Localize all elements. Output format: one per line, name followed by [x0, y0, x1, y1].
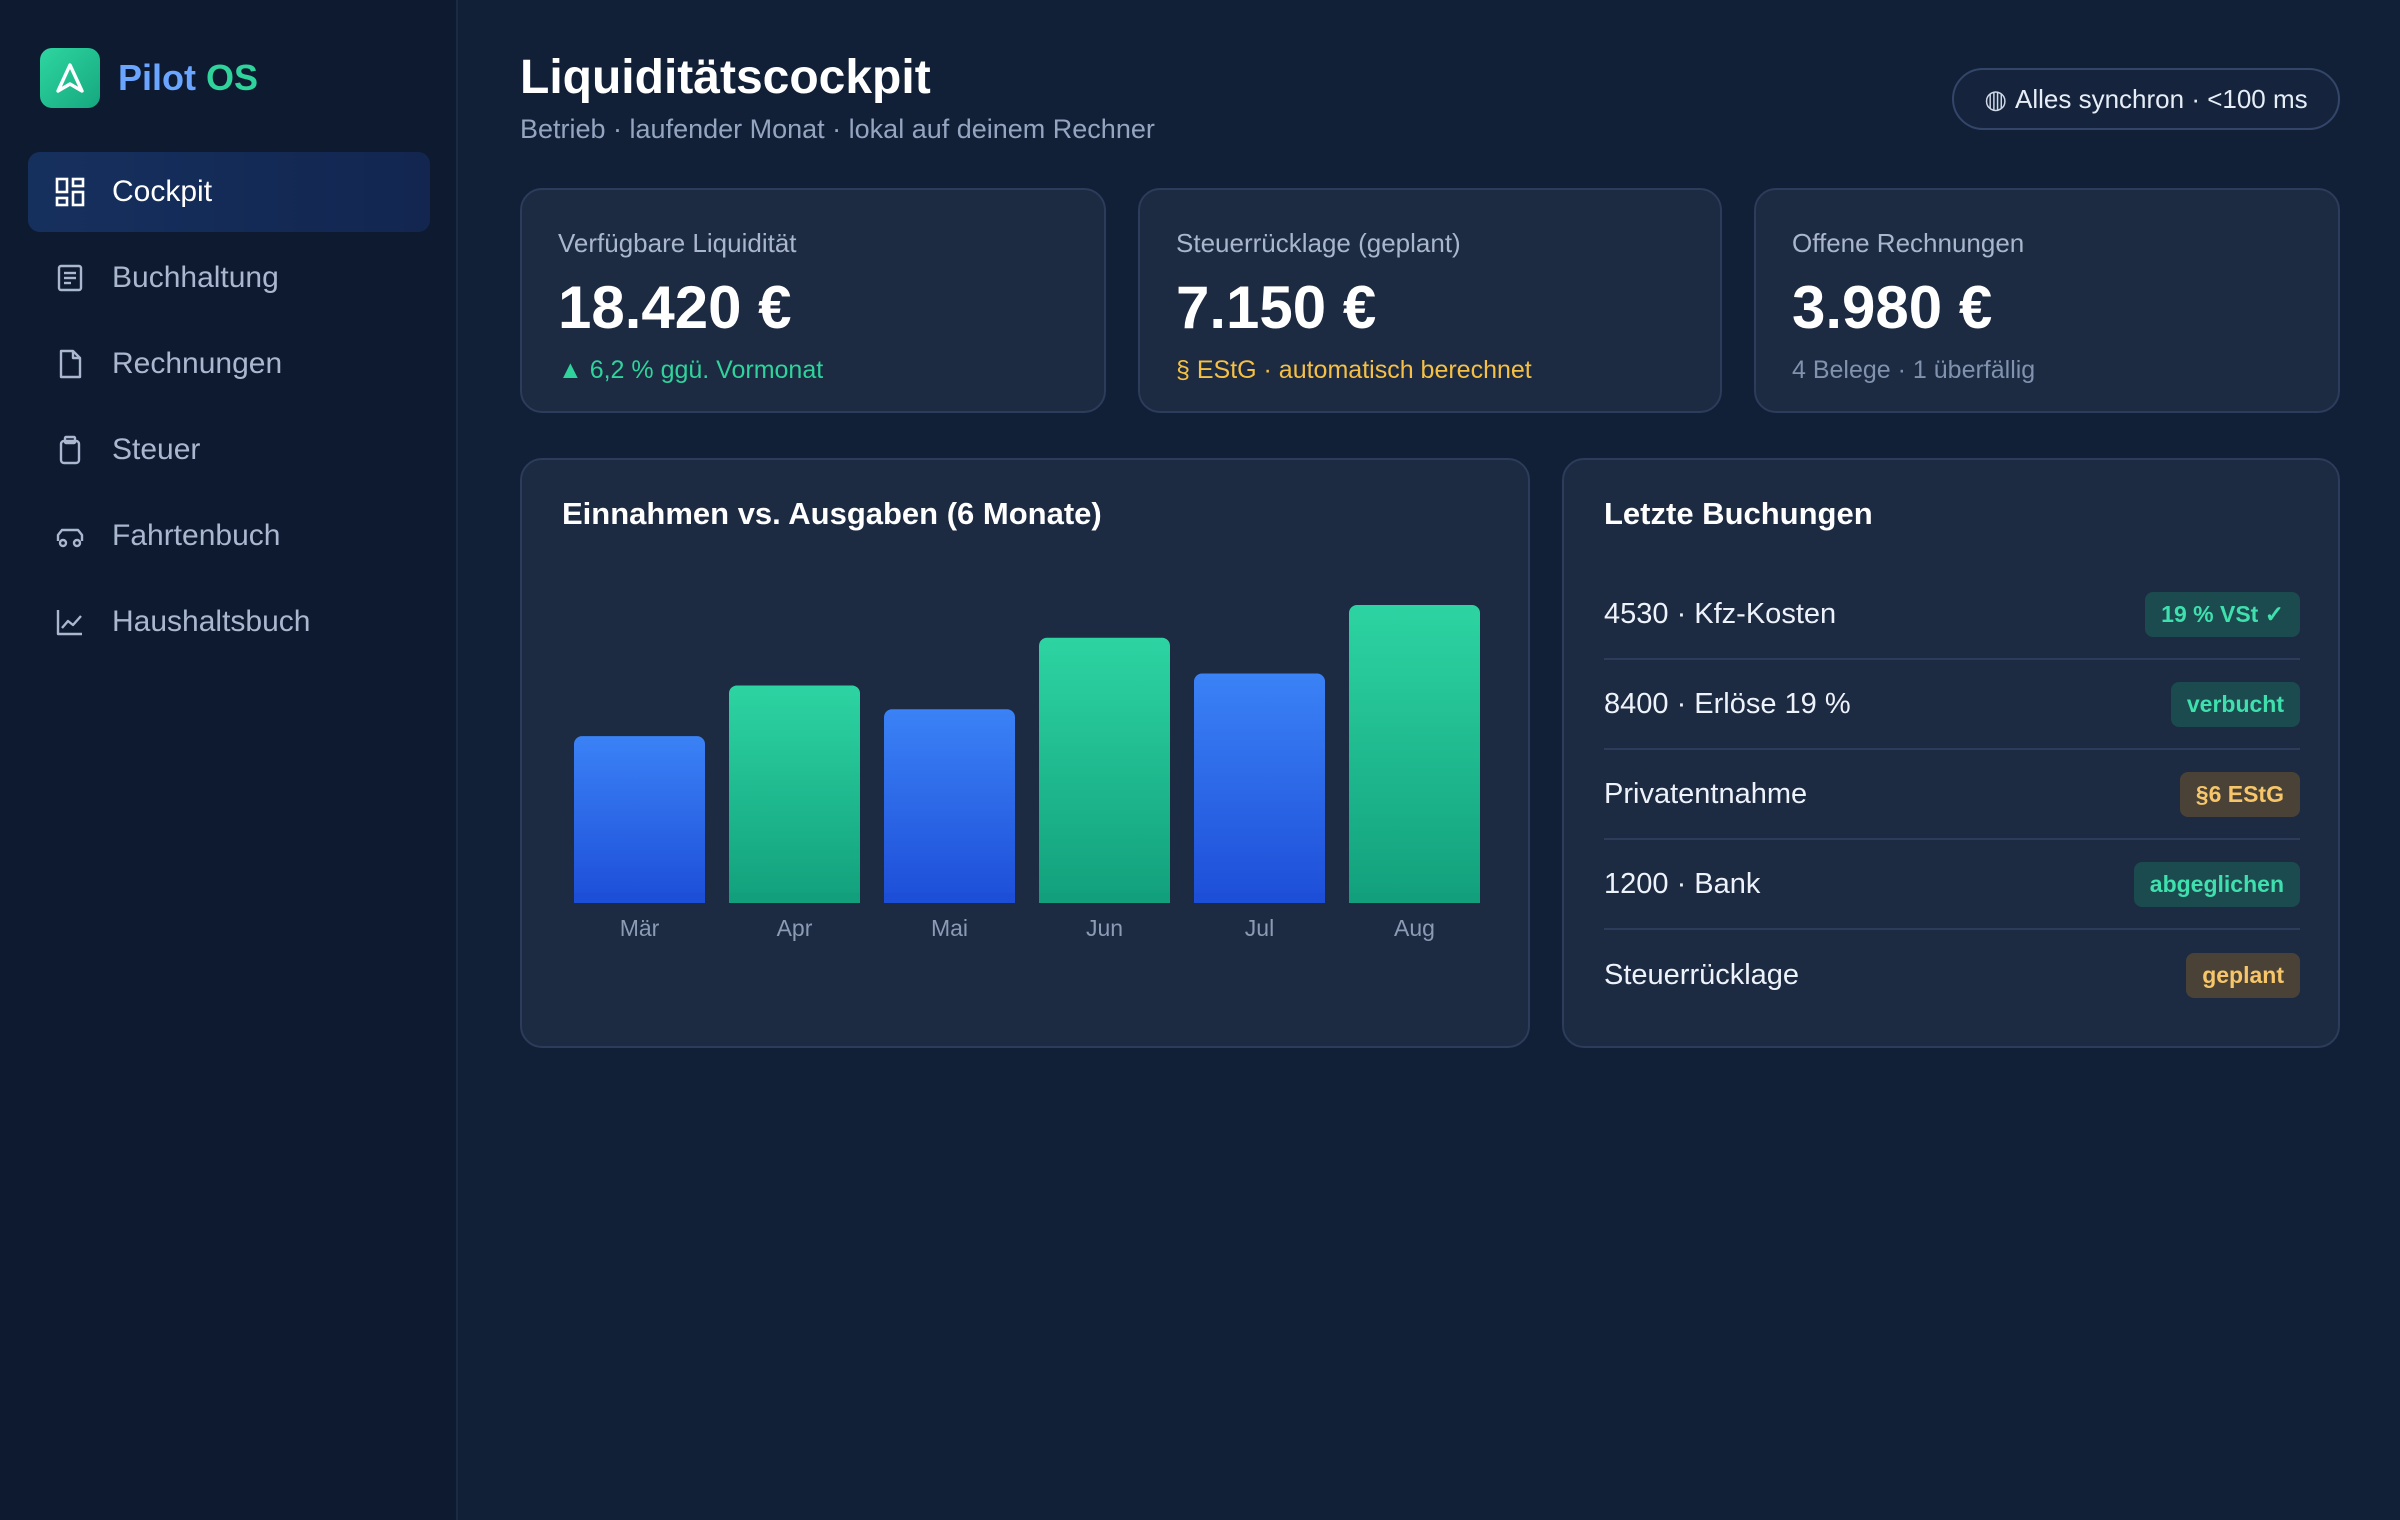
- booking-label: Privatentnahme: [1604, 777, 1808, 810]
- kpi-trend: ▲ 6,2 % ggü. Vormonat: [558, 356, 824, 384]
- booking-row[interactable]: 8400 · Erlöse 19 % verbucht: [1604, 660, 2300, 750]
- sidebar-item-label: Fahrtenbuch: [112, 519, 281, 552]
- chart-panel: Mär Apr Mai Jun Jul Aug Einnahmen vs. Ausgabe…: [520, 458, 1530, 1048]
- brand-name-part2: OS: [206, 57, 259, 98]
- document-icon: [54, 348, 86, 380]
- chart-bar-1: [729, 685, 860, 903]
- chart-x-tick-label: Mai: [931, 915, 968, 941]
- kpi-card-offene-rechnungen[interactable]: Offene Rechnungen 3.980 € 4 Belege · 1 ü…: [1754, 188, 2340, 413]
- sidebar-item-label: Haushaltsbuch: [112, 605, 311, 638]
- sidebar-item-haushaltsbuch[interactable]: Haushaltsbuch: [28, 582, 430, 662]
- booking-label: 1200 · Bank: [1604, 867, 1761, 900]
- brand-name: Pilot OS: [118, 57, 258, 99]
- sidebar-item-label: Cockpit: [112, 175, 213, 208]
- sidebar-item-cockpit[interactable]: Cockpit: [28, 152, 430, 232]
- grid-icon: [54, 176, 86, 208]
- brand-name-part1: Pilot: [118, 57, 196, 98]
- booking-row[interactable]: 1200 · Bank abgeglichen: [1604, 840, 2300, 930]
- sidebar-item-steuer[interactable]: Steuer: [28, 410, 430, 490]
- status-badge: 19 % VSt ✓: [2145, 591, 2300, 637]
- sidebar-item-rechnungen[interactable]: Rechnungen: [28, 324, 430, 404]
- sidebar-item-buchhaltung[interactable]: Buchhaltung: [28, 238, 430, 318]
- chart-bar-base-3: [1039, 893, 1170, 903]
- sidebar-item-label: Rechnungen: [112, 347, 283, 380]
- sync-status-badge[interactable]: ◍ Alles synchron · <100 ms: [1952, 68, 2340, 130]
- sync-icon: ◍: [1984, 83, 2008, 114]
- car-icon: [54, 520, 86, 552]
- chart-x-tick-label: Mär: [620, 915, 660, 941]
- chart-bar-base-0: [574, 893, 705, 903]
- status-badge: verbucht: [2170, 681, 2300, 727]
- booking-label: 8400 · Erlöse 19 %: [1604, 687, 1851, 720]
- chart-x-tick-label: Aug: [1394, 915, 1435, 941]
- chart-bar-3: [1039, 637, 1170, 903]
- clipboard-icon: [54, 434, 86, 466]
- status-badge: geplant: [2186, 952, 2300, 998]
- sidebar: Pilot OS Cockpit Buchhaltung Rechnungen: [0, 0, 458, 1520]
- chart-bar-0: [574, 736, 705, 903]
- sidebar-item-fahrtenbuch[interactable]: Fahrtenbuch: [28, 496, 430, 576]
- sync-status-text: Alles synchron · <100 ms: [2015, 83, 2308, 114]
- booking-row[interactable]: Steuerrücklage geplant: [1604, 930, 2300, 1020]
- bookings-title: Letzte Buchungen: [1604, 496, 1873, 531]
- kpi-label: Steuerrücklage (geplant): [1176, 228, 1461, 258]
- sidebar-item-label: Steuer: [112, 433, 201, 466]
- chart-bar-base-4: [1194, 893, 1325, 903]
- kpi-note: § EStG · automatisch berechnet: [1176, 356, 1532, 384]
- sidebar-nav: Cockpit Buchhaltung Rechnungen Steuer Fa…: [28, 152, 430, 668]
- brand[interactable]: Pilot OS: [40, 48, 258, 108]
- chart-x-tick-label: Apr: [777, 915, 813, 941]
- pilot-logo-icon: [40, 48, 100, 108]
- kpi-card-liquiditaet[interactable]: Verfügbare Liquidität 18.420 € ▲ 6,2 % g…: [520, 188, 1106, 413]
- income-expense-chart: Mär Apr Mai Jun Jul Aug: [574, 605, 1480, 941]
- chart-x-tick-label: Jun: [1086, 915, 1123, 941]
- status-badge: abgeglichen: [2133, 861, 2300, 907]
- kpi-label: Verfügbare Liquidität: [558, 228, 797, 258]
- page-subtitle: Betrieb · laufender Monat · lokal auf de…: [520, 114, 1155, 144]
- booking-label: Steuerrücklage: [1604, 958, 1800, 991]
- chart-bar-base-2: [884, 893, 1015, 903]
- chart-bar-base-1: [729, 893, 860, 903]
- page-title: Liquiditätscockpit: [520, 51, 931, 104]
- chart-title: Einnahmen vs. Ausgaben (6 Monate): [562, 496, 1102, 531]
- booking-row[interactable]: 4530 · Kfz-Kosten 19 % VSt ✓: [1604, 570, 2300, 660]
- chart-bar-4: [1194, 673, 1325, 903]
- booking-row[interactable]: Privatentnahme §6 EStG: [1604, 750, 2300, 840]
- chart-bar-base-5: [1349, 893, 1480, 903]
- sidebar-item-label: Buchhaltung: [112, 261, 279, 294]
- kpi-value: 18.420 €: [558, 274, 792, 341]
- chart-bar-5: [1349, 605, 1480, 903]
- chart-x-tick-label: Jul: [1245, 915, 1274, 941]
- line-chart-icon: [54, 606, 86, 638]
- bookings-panel: Letzte Buchungen 4530 · Kfz-Kosten 19 % …: [1562, 458, 2340, 1048]
- kpi-label: Offene Rechnungen: [1792, 228, 2025, 258]
- kpi-value: 7.150 €: [1176, 274, 1377, 341]
- ledger-icon: [54, 262, 86, 294]
- booking-label: 4530 · Kfz-Kosten: [1604, 597, 1837, 630]
- status-badge: §6 EStG: [2179, 771, 2300, 817]
- bookings-list: 4530 · Kfz-Kosten 19 % VSt ✓ 8400 · Erlö…: [1604, 570, 2300, 1020]
- kpi-value: 3.980 €: [1792, 274, 1993, 341]
- chart-bar-2: [884, 709, 1015, 903]
- kpi-card-steuerruecklage[interactable]: Steuerrücklage (geplant) 7.150 € § EStG …: [1138, 188, 1722, 413]
- kpi-note: 4 Belege · 1 überfällig: [1792, 356, 2036, 384]
